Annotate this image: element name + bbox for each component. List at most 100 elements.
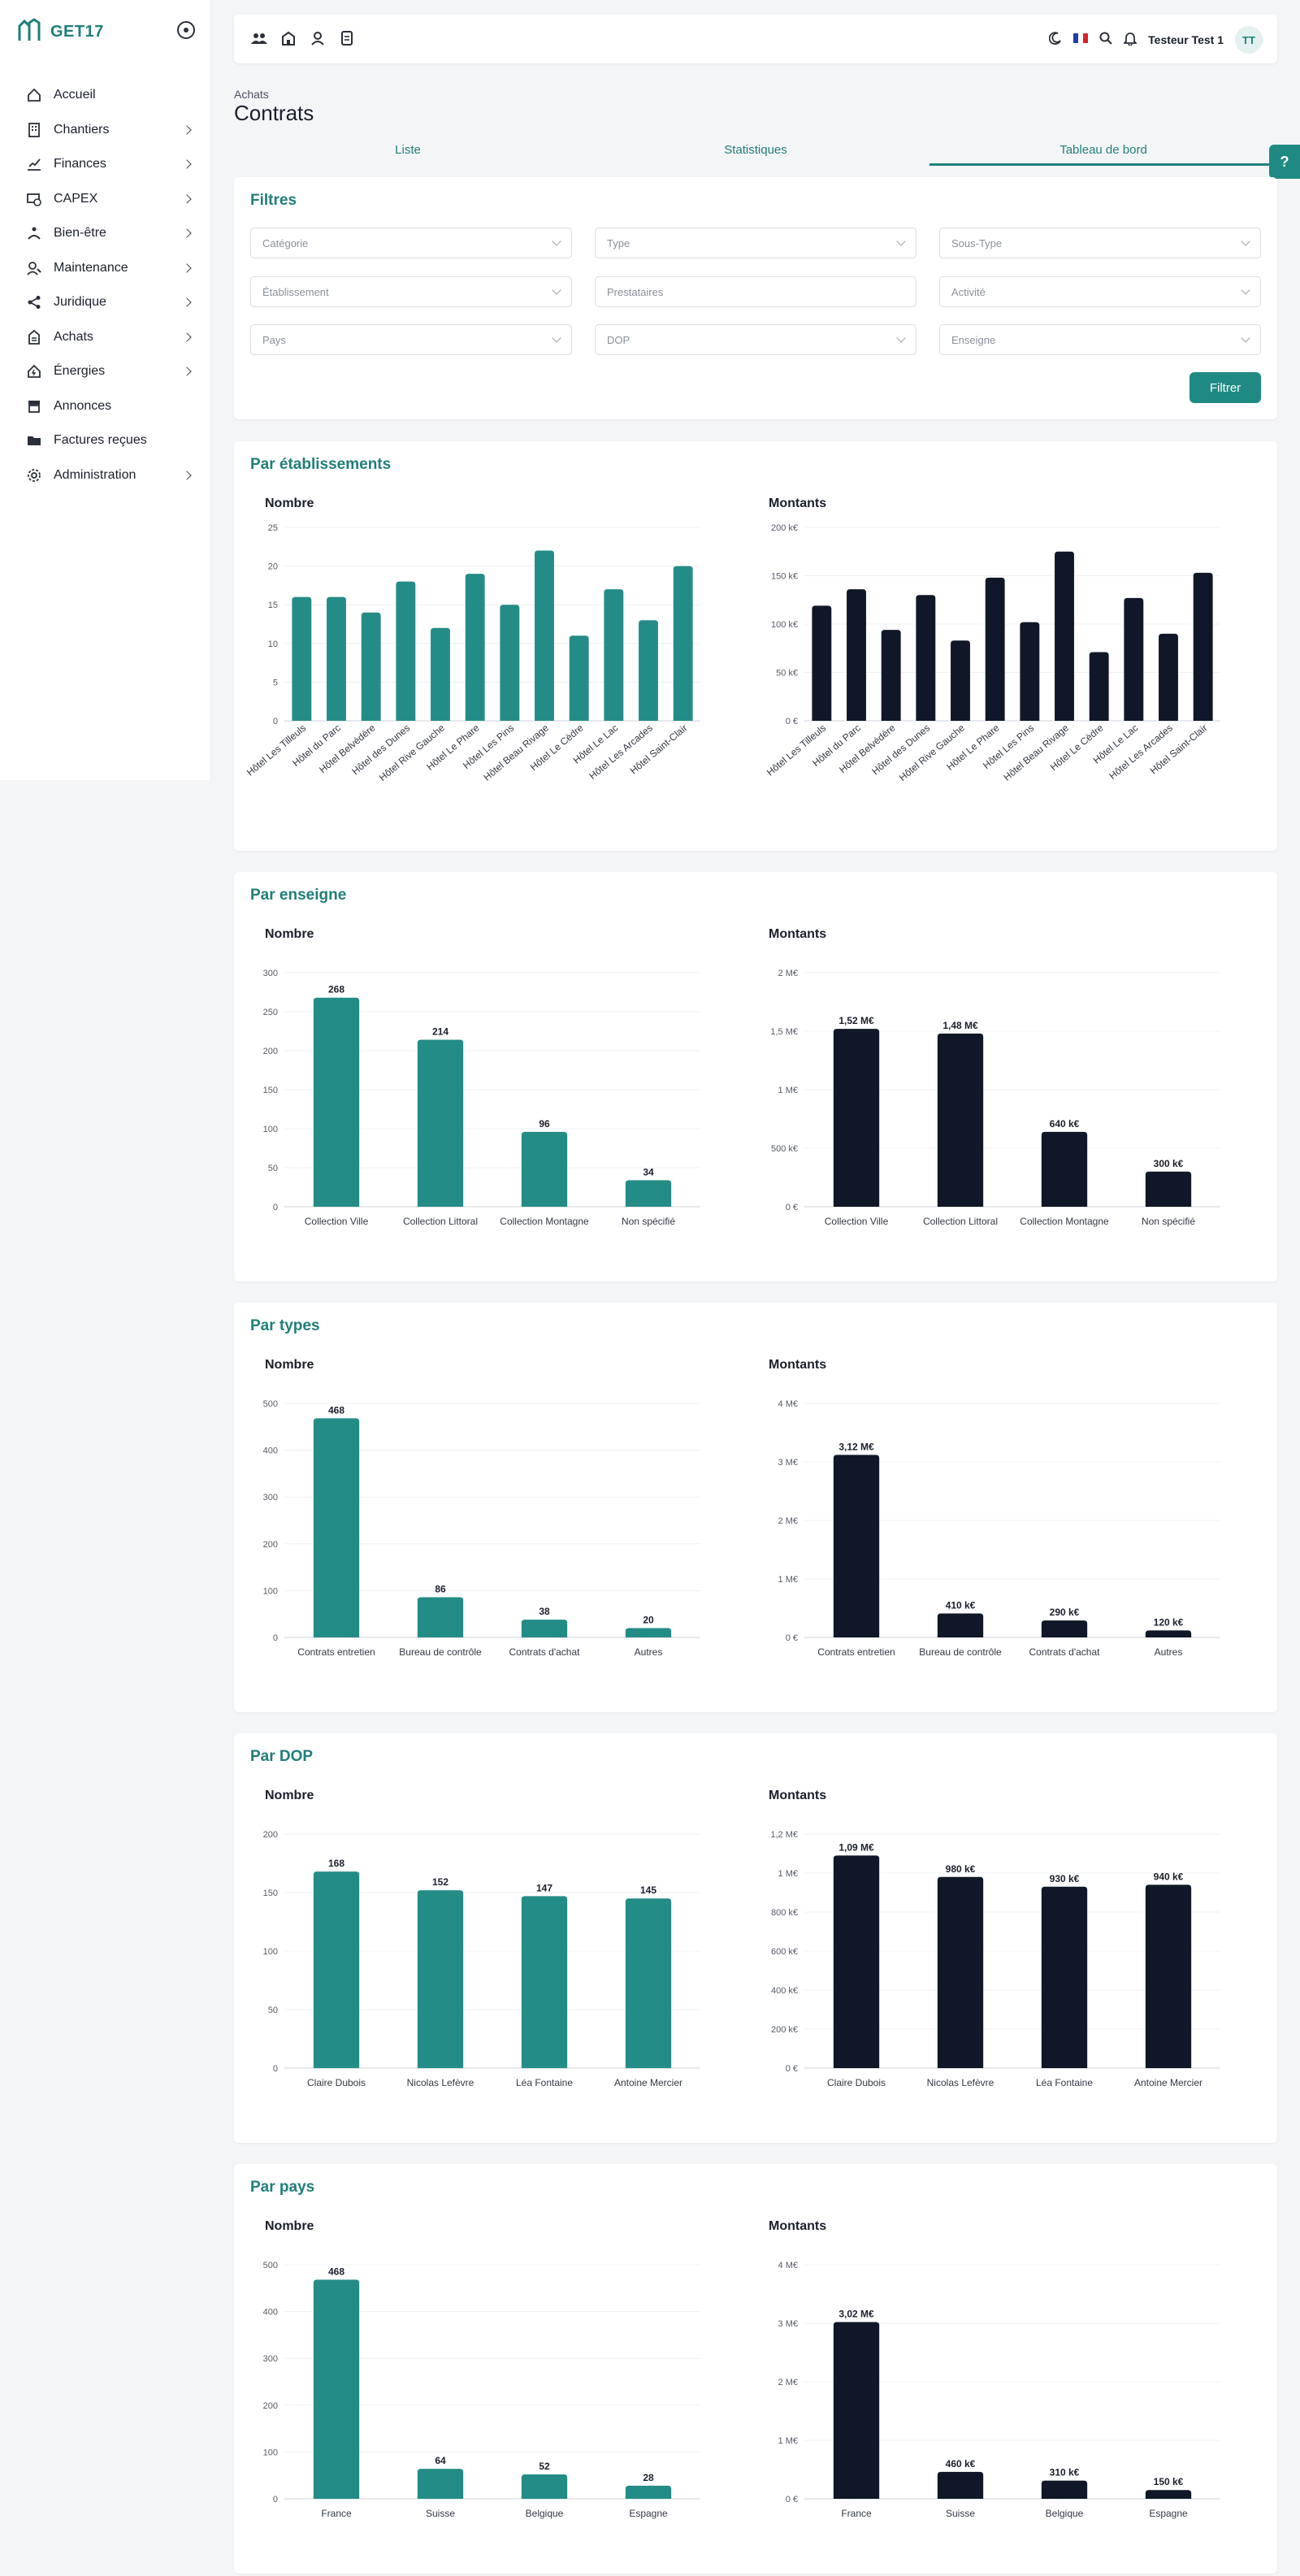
bar[interactable] [500, 605, 520, 721]
bar[interactable] [812, 605, 832, 721]
sidebar-item-finances[interactable]: Finances [0, 147, 211, 182]
logo-icon [18, 18, 41, 46]
bar[interactable] [292, 596, 312, 721]
bar[interactable] [396, 581, 416, 721]
bar[interactable] [1020, 622, 1040, 721]
sidebar-item-maintenance[interactable]: Maintenance [0, 251, 211, 286]
bar[interactable] [1193, 572, 1213, 721]
y-tick-label: 400 [263, 2308, 278, 2318]
bar[interactable] [521, 1896, 568, 2068]
bar[interactable] [521, 1131, 568, 1207]
bar[interactable] [313, 997, 360, 1207]
users-icon[interactable] [250, 29, 268, 47]
bar[interactable] [1041, 1886, 1088, 2068]
brand[interactable]: GET17 [18, 18, 104, 46]
bar[interactable] [881, 630, 901, 721]
bar[interactable] [1145, 1171, 1192, 1207]
bar[interactable] [431, 627, 450, 721]
filter-field-7[interactable]: DOP [595, 324, 916, 355]
help-button[interactable]: ? [1269, 145, 1300, 179]
x-tick-label: Belgique [526, 2508, 564, 2519]
bar[interactable] [1041, 1131, 1088, 1207]
bar[interactable] [535, 550, 554, 721]
worker-icon[interactable] [309, 29, 327, 47]
bar[interactable] [639, 620, 658, 721]
bar[interactable] [521, 1620, 568, 1637]
avatar[interactable]: TT [1235, 26, 1263, 54]
bar[interactable] [1145, 1884, 1192, 2068]
bar[interactable] [417, 1890, 464, 2068]
bar[interactable] [625, 1180, 672, 1207]
bar[interactable] [1041, 2480, 1088, 2499]
sidebar-collapse-icon[interactable] [177, 21, 195, 39]
bar[interactable] [833, 2322, 880, 2499]
bar[interactable] [937, 1613, 984, 1637]
sidebar-item-accueil[interactable]: Accueil [0, 78, 211, 113]
language-flag-icon[interactable] [1073, 33, 1089, 47]
bar[interactable] [1041, 1620, 1088, 1637]
sidebar-item-chantiers[interactable]: Chantiers [0, 113, 211, 148]
sidebar-item-capex[interactable]: CAPEX [0, 182, 211, 217]
bar[interactable] [327, 596, 346, 721]
tab-0[interactable]: Liste [395, 143, 421, 157]
bar[interactable] [937, 1033, 984, 1207]
filter-field-0[interactable]: Catégorie [250, 228, 572, 258]
bar[interactable] [985, 577, 1005, 721]
sidebar-item-bien-etre[interactable]: Bien-être [0, 216, 211, 251]
filter-field-1[interactable]: Type [595, 228, 916, 258]
bar[interactable] [1124, 597, 1144, 721]
user-name[interactable]: Testeur Test 1 [1148, 33, 1224, 46]
sidebar-item-annonces[interactable]: Annonces [0, 389, 211, 424]
filter-field-2[interactable]: Sous-Type [939, 228, 1261, 258]
bar[interactable] [673, 566, 693, 721]
bar[interactable] [569, 635, 589, 721]
breadcrumb[interactable]: Achats [234, 88, 269, 101]
bar[interactable] [937, 1876, 984, 2068]
search-icon[interactable] [1099, 32, 1112, 49]
bar[interactable] [1145, 1630, 1192, 1637]
bar[interactable] [361, 612, 381, 721]
bar[interactable] [521, 2474, 568, 2499]
filter-field-5[interactable]: Activité [939, 276, 1261, 307]
bar[interactable] [937, 2471, 984, 2499]
sidebar-item-achats[interactable]: Achats [0, 320, 211, 355]
bar[interactable] [916, 595, 936, 721]
data-label: 300 k€ [1154, 1158, 1184, 1169]
sidebar-item-administration[interactable]: Administration [0, 458, 211, 493]
tab-2[interactable]: Tableau de bord [930, 140, 1277, 166]
filter-field-3[interactable]: Établissement [250, 276, 572, 307]
filter-field-4[interactable]: Prestataires [595, 276, 916, 307]
bar[interactable] [951, 640, 970, 721]
bar[interactable] [1145, 2490, 1192, 2499]
filter-button[interactable]: Filtrer [1190, 372, 1261, 403]
bell-icon[interactable] [1122, 31, 1138, 50]
bar[interactable] [465, 574, 485, 721]
x-tick-label: Espagne [629, 2508, 668, 2519]
bar[interactable] [625, 1898, 672, 2068]
bar[interactable] [847, 589, 866, 721]
bar[interactable] [417, 1039, 464, 1207]
bar[interactable] [604, 589, 624, 721]
bar[interactable] [313, 1871, 360, 2068]
bar[interactable] [1089, 652, 1109, 721]
bar[interactable] [417, 2469, 464, 2499]
filter-field-8[interactable]: Enseigne [939, 324, 1261, 355]
document-icon[interactable] [338, 29, 356, 47]
bar[interactable] [833, 1455, 880, 1637]
sidebar-item-juridique[interactable]: Juridique [0, 285, 211, 320]
bar[interactable] [417, 1597, 464, 1637]
filter-field-6[interactable]: Pays [250, 324, 572, 355]
bar[interactable] [313, 2279, 360, 2499]
sidebar-item-energies[interactable]: Énergies [0, 354, 211, 389]
bar[interactable] [313, 1418, 360, 1637]
sidebar-item-factures-recues[interactable]: Factures reçues [0, 423, 211, 458]
bar[interactable] [833, 1029, 880, 1207]
bar[interactable] [1055, 551, 1074, 721]
bar[interactable] [833, 1855, 880, 2068]
bar[interactable] [625, 1628, 672, 1637]
building-icon[interactable] [280, 29, 297, 47]
bar[interactable] [625, 2485, 672, 2499]
bar[interactable] [1159, 633, 1178, 721]
dark-mode-icon[interactable] [1048, 31, 1062, 49]
tab-1[interactable]: Statistiques [724, 143, 787, 157]
